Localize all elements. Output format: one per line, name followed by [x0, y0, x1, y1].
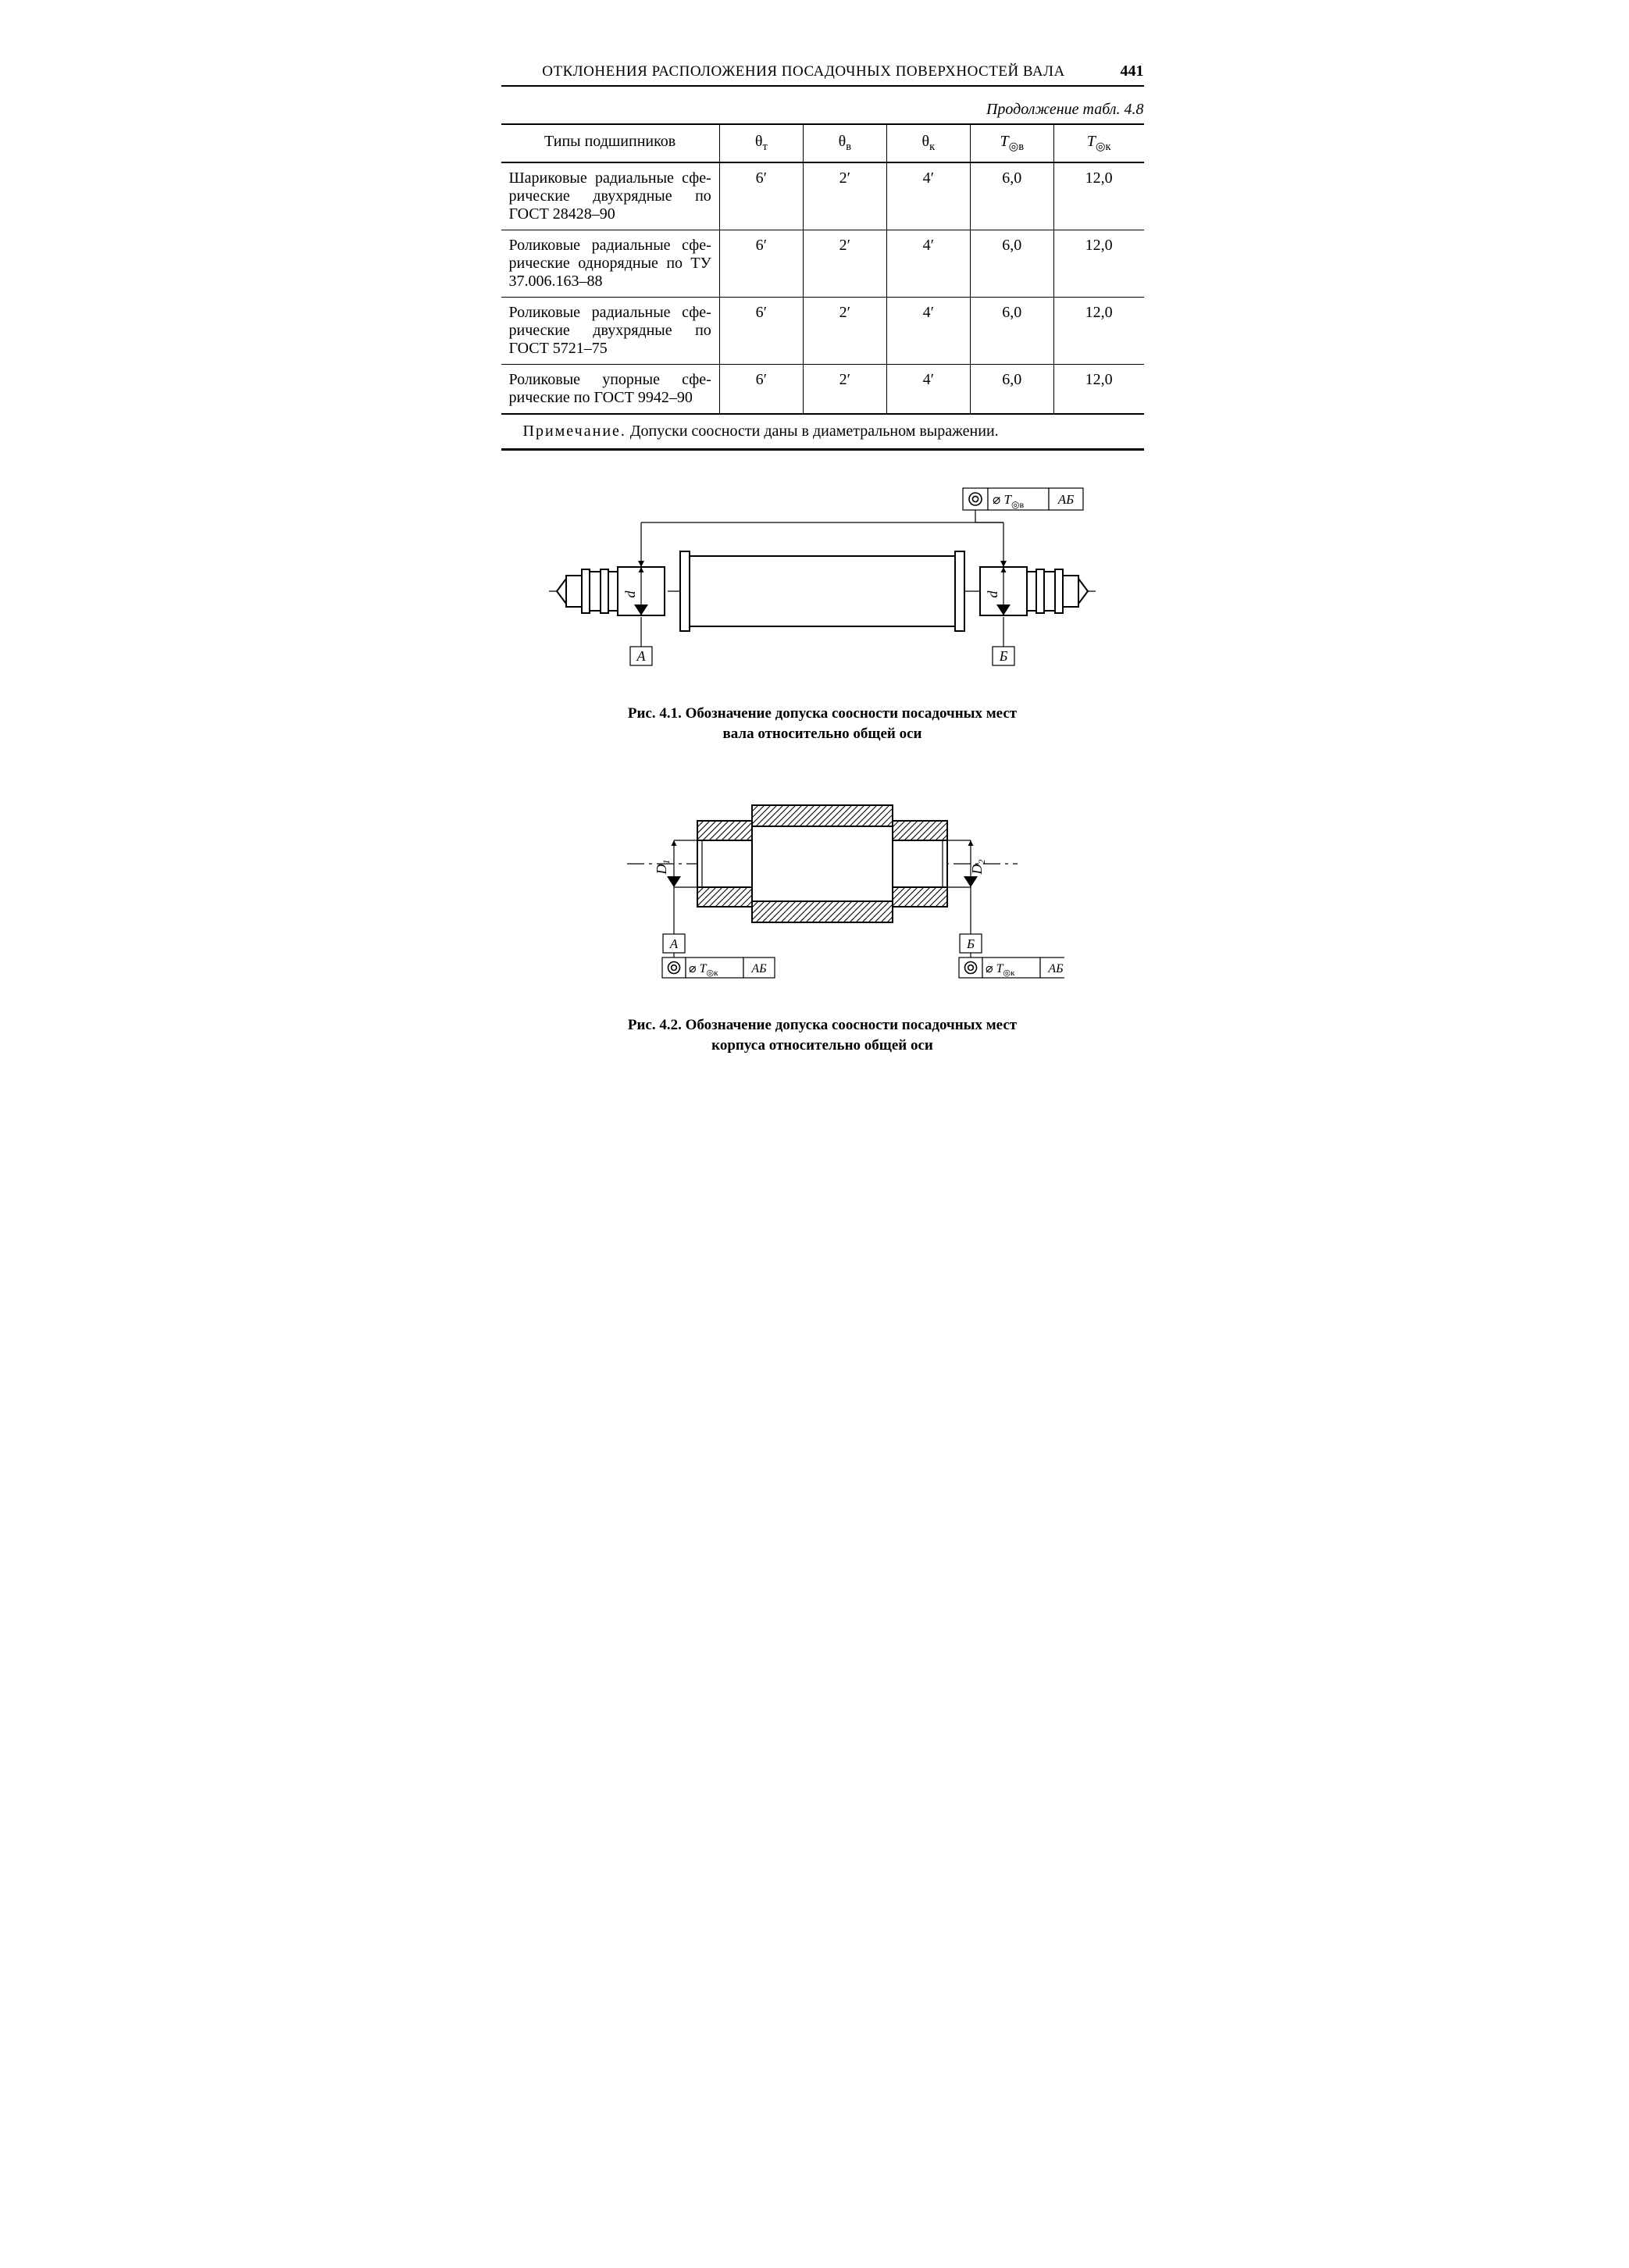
col-header-type: Типы подшипников — [501, 124, 720, 162]
table-cell: 12,0 — [1053, 298, 1143, 365]
table-cell: 4′ — [886, 298, 970, 365]
table-cell: 12,0 — [1053, 365, 1143, 415]
col-header-theta-v: θв — [803, 124, 886, 162]
page-number: 441 — [1121, 62, 1144, 80]
svg-text:А: А — [669, 936, 679, 951]
table-continuation-label: Продолжение табл. 4.8 — [501, 101, 1144, 119]
table-cell: 2′ — [803, 298, 886, 365]
figure-4-2: D1D2АБ⌀ T◎кАБ⌀ T◎кАБ — [501, 770, 1144, 1004]
table-note: Примечание. Допуски соосности даны в диа… — [501, 415, 1144, 451]
svg-text:А: А — [636, 648, 647, 664]
table-cell: 6,0 — [970, 230, 1053, 298]
table-cell: 6′ — [719, 298, 803, 365]
note-text: Допуски соосности даны в диаметральном в… — [626, 423, 999, 440]
table-row: Роликовые радиальные сфе­рические одноря… — [501, 230, 1144, 298]
table-cell: 12,0 — [1053, 230, 1143, 298]
table-cell: Шариковые радиальные сфе­рические двухря… — [501, 162, 720, 230]
page-header: ОТКЛОНЕНИЯ РАСПОЛОЖЕНИЯ ПОСАДОЧНЫХ ПОВЕР… — [501, 62, 1144, 87]
svg-text:Б: Б — [966, 936, 975, 951]
svg-text:АБ: АБ — [750, 962, 767, 975]
table-cell: Роликовые упорные сфе­рические по ГОСТ 9… — [501, 365, 720, 415]
table-cell: 6′ — [719, 365, 803, 415]
table-cell: 6′ — [719, 162, 803, 230]
table-cell: 12,0 — [1053, 162, 1143, 230]
svg-text:d: d — [985, 590, 1000, 598]
svg-text:АБ: АБ — [1057, 492, 1074, 507]
table-row: Роликовые радиальные сфе­рические двухря… — [501, 298, 1144, 365]
table-cell: Роликовые радиальные сфе­рические двухря… — [501, 298, 720, 365]
col-header-T-v: T◎в — [970, 124, 1053, 162]
note-label: Примечание. — [523, 423, 626, 440]
table-row: Роликовые упорные сфе­рические по ГОСТ 9… — [501, 365, 1144, 415]
svg-text:D2: D2 — [969, 860, 987, 875]
table-cell: 2′ — [803, 162, 886, 230]
table-cell: Роликовые радиальные сфе­рические одноря… — [501, 230, 720, 298]
table-cell: 6,0 — [970, 365, 1053, 415]
figure-4-1-drawing: ddАБ⌀ T◎вАБ — [526, 474, 1119, 693]
table-cell: 4′ — [886, 365, 970, 415]
col-header-theta-t: θт — [719, 124, 803, 162]
header-title: ОТКЛОНЕНИЯ РАСПОЛОЖЕНИЯ ПОСАДОЧНЫХ ПОВЕР… — [501, 63, 1107, 80]
table-cell: 6′ — [719, 230, 803, 298]
table-cell: 6,0 — [970, 298, 1053, 365]
svg-text:АБ: АБ — [1047, 962, 1064, 975]
figure-4-2-drawing: D1D2АБ⌀ T◎кАБ⌀ T◎кАБ — [580, 770, 1064, 1004]
table-cell: 4′ — [886, 162, 970, 230]
col-header-T-k: T◎к — [1053, 124, 1143, 162]
table-cell: 6,0 — [970, 162, 1053, 230]
table-row: Шариковые радиальные сфе­рические двухря… — [501, 162, 1144, 230]
col-header-theta-k: θк — [886, 124, 970, 162]
svg-text:d: d — [622, 590, 638, 598]
table-header-row: Типы подшипников θт θв θк T◎в T◎к — [501, 124, 1144, 162]
page: ОТКЛОНЕНИЯ РАСПОЛОЖЕНИЯ ПОСАДОЧНЫХ ПОВЕР… — [408, 0, 1222, 1129]
figure-4-2-caption: Рис. 4.2. Обозначение допуска соосности … — [557, 1015, 1088, 1055]
bearings-table: Типы подшипников θт θв θк T◎в T◎к Шарико… — [501, 123, 1144, 415]
svg-text:D1: D1 — [654, 860, 672, 875]
figure-4-1-caption: Рис. 4.1. Обозначение допуска соосности … — [557, 704, 1088, 744]
svg-text:Б: Б — [999, 648, 1008, 664]
figure-4-1: ddАБ⌀ T◎вАБ — [501, 474, 1144, 693]
table-cell: 2′ — [803, 365, 886, 415]
table-cell: 4′ — [886, 230, 970, 298]
table-cell: 2′ — [803, 230, 886, 298]
